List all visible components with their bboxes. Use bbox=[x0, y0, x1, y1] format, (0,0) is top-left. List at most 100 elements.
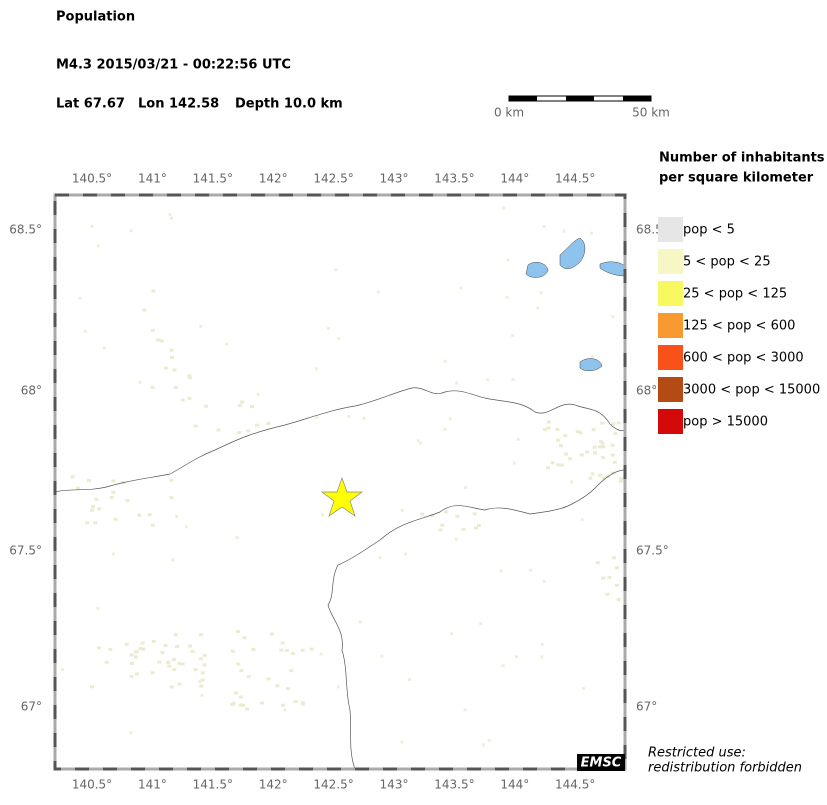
population-cell bbox=[254, 423, 259, 427]
population-cell bbox=[300, 702, 305, 706]
legend-label: pop > 15000 bbox=[683, 415, 768, 430]
population-cell bbox=[151, 639, 156, 643]
population-cell bbox=[150, 671, 155, 675]
scale-bar: 0 km 50 km bbox=[494, 95, 670, 120]
population-cell bbox=[380, 654, 384, 658]
latitude: Lat 67.67 bbox=[56, 97, 125, 112]
population-cell bbox=[190, 649, 195, 653]
epicenter bbox=[320, 476, 364, 517]
population-cell bbox=[568, 457, 573, 461]
legend-swatch bbox=[658, 313, 683, 338]
population-cell bbox=[125, 499, 130, 503]
population-cell bbox=[134, 672, 139, 676]
population-cell bbox=[184, 525, 188, 529]
population-cell bbox=[90, 508, 95, 512]
population-cell bbox=[611, 422, 616, 426]
population-cell bbox=[250, 405, 255, 409]
population-cell bbox=[97, 646, 102, 650]
population-cell bbox=[169, 355, 174, 359]
population-cell bbox=[600, 456, 605, 460]
population-cell bbox=[580, 518, 584, 522]
lat-tick-label: 68° bbox=[636, 384, 657, 398]
population-cell bbox=[259, 701, 264, 705]
population-cell bbox=[188, 644, 193, 648]
population-cell bbox=[347, 414, 351, 418]
population-cell bbox=[172, 368, 177, 372]
population-cell bbox=[605, 592, 610, 596]
population-cell bbox=[150, 523, 155, 527]
population-cell bbox=[555, 428, 560, 432]
population-cell bbox=[91, 505, 96, 509]
logo-box bbox=[577, 754, 625, 771]
population-cell bbox=[199, 324, 203, 328]
population-cell bbox=[555, 438, 560, 442]
population-cell bbox=[529, 568, 533, 572]
population-cell bbox=[171, 558, 175, 562]
population-cell bbox=[108, 647, 113, 651]
lake bbox=[579, 358, 603, 371]
scale-end: 50 km bbox=[632, 106, 670, 120]
population-cell bbox=[539, 291, 543, 295]
population-cell bbox=[286, 687, 291, 691]
population-cells bbox=[60, 206, 624, 747]
population-cell bbox=[172, 658, 177, 662]
population-cell bbox=[461, 527, 466, 531]
population-cell bbox=[142, 308, 147, 312]
population-cell bbox=[611, 556, 616, 560]
population-cell bbox=[575, 429, 580, 433]
population-cell bbox=[559, 463, 564, 467]
population-cell bbox=[505, 295, 509, 299]
lon-tick-label: 144° bbox=[500, 778, 529, 792]
legend-label: 125 < pop < 600 bbox=[683, 319, 795, 334]
population-cell bbox=[516, 437, 520, 441]
population-cell bbox=[129, 675, 134, 679]
population-cell bbox=[482, 743, 486, 747]
population-cell bbox=[540, 642, 544, 646]
population-cell bbox=[601, 445, 606, 449]
population-cell bbox=[479, 622, 483, 626]
population-cell bbox=[78, 296, 82, 300]
lon-tick-label: 140.5° bbox=[72, 172, 112, 186]
population-cell bbox=[138, 380, 142, 384]
population-cell bbox=[279, 648, 284, 652]
population-cell bbox=[598, 445, 603, 449]
lon-tick-label: 142.5° bbox=[313, 172, 353, 186]
population-cell bbox=[129, 661, 134, 665]
population-cell bbox=[200, 678, 205, 682]
population-cell bbox=[290, 652, 295, 656]
population-cell bbox=[180, 662, 185, 666]
population-cell bbox=[240, 400, 245, 404]
population-cell bbox=[611, 315, 615, 319]
population-cell bbox=[90, 224, 94, 228]
population-cell bbox=[315, 416, 319, 420]
population-cell bbox=[420, 512, 425, 516]
population-cell bbox=[157, 660, 162, 664]
population-cell bbox=[440, 523, 445, 527]
population-cell bbox=[546, 466, 551, 470]
population-cell bbox=[459, 286, 463, 290]
population-cell bbox=[556, 463, 561, 467]
legend-label: 600 < pop < 3000 bbox=[683, 351, 804, 366]
population-cell bbox=[592, 445, 597, 449]
population-cell bbox=[472, 512, 477, 516]
lon-tick-label: 143.5° bbox=[434, 778, 474, 792]
population-cell bbox=[512, 461, 516, 465]
coastline bbox=[54, 387, 626, 770]
population-cell bbox=[546, 426, 551, 430]
population-cell bbox=[550, 461, 555, 465]
population-cell bbox=[129, 653, 134, 657]
population-cell bbox=[319, 652, 323, 656]
population-cell bbox=[111, 552, 115, 556]
population-cell bbox=[600, 421, 605, 425]
legend-swatch bbox=[658, 217, 683, 242]
population-cell bbox=[591, 428, 596, 432]
population-cell bbox=[198, 680, 202, 684]
lon-tick-label: 143.5° bbox=[434, 172, 474, 186]
population-cell bbox=[175, 514, 179, 518]
population-cell bbox=[601, 576, 606, 580]
population-cell bbox=[104, 660, 109, 664]
population-cell bbox=[320, 513, 324, 517]
population-cell bbox=[616, 598, 621, 602]
population-cell bbox=[172, 668, 177, 672]
